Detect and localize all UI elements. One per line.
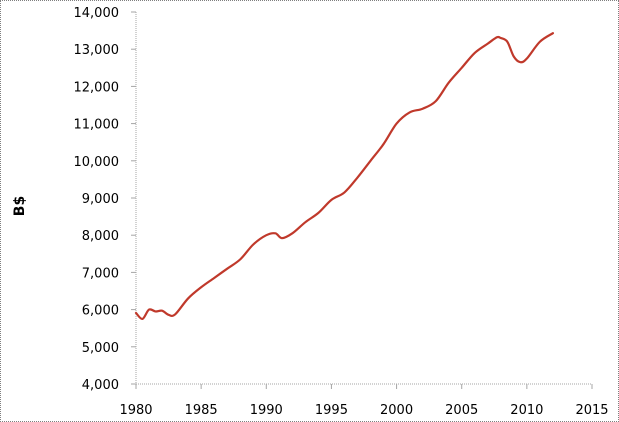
y-tick-label: 4,000 bbox=[82, 378, 119, 393]
x-tick-label: 2010 bbox=[510, 403, 543, 418]
y-tick-label: 8,000 bbox=[82, 229, 119, 244]
x-tick-label: 1980 bbox=[119, 403, 152, 418]
y-tick-label: 9,000 bbox=[82, 192, 119, 207]
y-tick-label: 12,000 bbox=[74, 80, 120, 95]
y-tick-label: 6,000 bbox=[82, 304, 119, 319]
y-tick-label: 5,000 bbox=[82, 341, 119, 356]
y-tick-label: 10,000 bbox=[74, 155, 120, 170]
y-tick-label: 7,000 bbox=[82, 266, 119, 281]
y-tick-label: 13,000 bbox=[74, 43, 120, 58]
y-tick-label: 14,000 bbox=[74, 6, 120, 21]
y-tick-label: 11,000 bbox=[74, 118, 120, 133]
x-tick-label: 1990 bbox=[250, 403, 283, 418]
x-tick-label: 2015 bbox=[575, 403, 608, 418]
x-tick-label: 1995 bbox=[315, 403, 348, 418]
x-tick-label: 2000 bbox=[380, 403, 413, 418]
x-tick-label: 2005 bbox=[445, 403, 478, 418]
x-tick-label: 1985 bbox=[185, 403, 218, 418]
data-series-line bbox=[134, 32, 555, 320]
